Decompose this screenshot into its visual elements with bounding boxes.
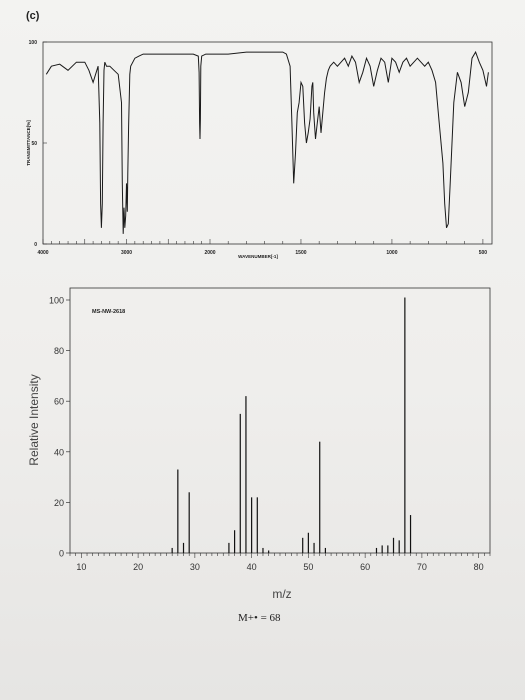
ir-x-tick-label: 500 xyxy=(479,250,488,256)
ir-x-axis-label: WAVENUMBER[-1] xyxy=(238,254,278,259)
ms-x-tick-label: 70 xyxy=(417,562,427,572)
ir-x-tick-label: 2000 xyxy=(204,250,215,256)
ms-y-axis-label: Relative Intensity xyxy=(27,374,41,465)
ms-y-tick-label: 60 xyxy=(54,397,64,407)
ms-x-tick-label: 40 xyxy=(247,562,257,572)
ir-spectrum-chart: 4000 3000 2000 1500 1000 500100500WAVENUMBER[… xyxy=(26,40,493,259)
ir-transmittance-trace xyxy=(45,50,489,234)
ms-plot-frame xyxy=(69,287,491,554)
ms-y-tick-label: 40 xyxy=(54,447,64,457)
ir-x-tick-label: 1000 xyxy=(386,250,397,256)
ms-chart-title: MS-NW-2618 xyxy=(92,309,125,315)
ms-y-tick-label: 0 xyxy=(59,549,64,559)
ms-x-tick-label: 30 xyxy=(190,562,200,572)
ms-x-tick-label: 10 xyxy=(76,562,86,572)
ms-x-tick-label: 50 xyxy=(303,562,313,572)
ms-x-tick-label: 80 xyxy=(474,562,484,572)
ir-y-axis-label: TRANSMITTANCE[%] xyxy=(26,120,31,166)
ir-y-tick-label: 50 xyxy=(31,141,37,147)
ir-x-tick-label: 3000 xyxy=(121,250,132,256)
ms-x-axis-label: m/z xyxy=(272,587,291,601)
ms-y-tick-label: 80 xyxy=(54,346,64,356)
ir-x-tick-label: 1500 xyxy=(295,250,306,256)
molecular-ion-caption: M+• = 68 xyxy=(238,612,281,624)
ir-y-tick-label: 0 xyxy=(34,242,37,248)
ir-x-tick-label: 4000 xyxy=(37,250,48,256)
part-label: (c) xyxy=(26,10,40,22)
ir-y-tick-label: 100 xyxy=(29,40,38,46)
ms-y-tick-label: 100 xyxy=(49,296,64,306)
ms-x-tick-label: 20 xyxy=(133,562,143,572)
ms-y-tick-label: 20 xyxy=(54,498,64,508)
ms-x-tick-label: 60 xyxy=(360,562,370,572)
